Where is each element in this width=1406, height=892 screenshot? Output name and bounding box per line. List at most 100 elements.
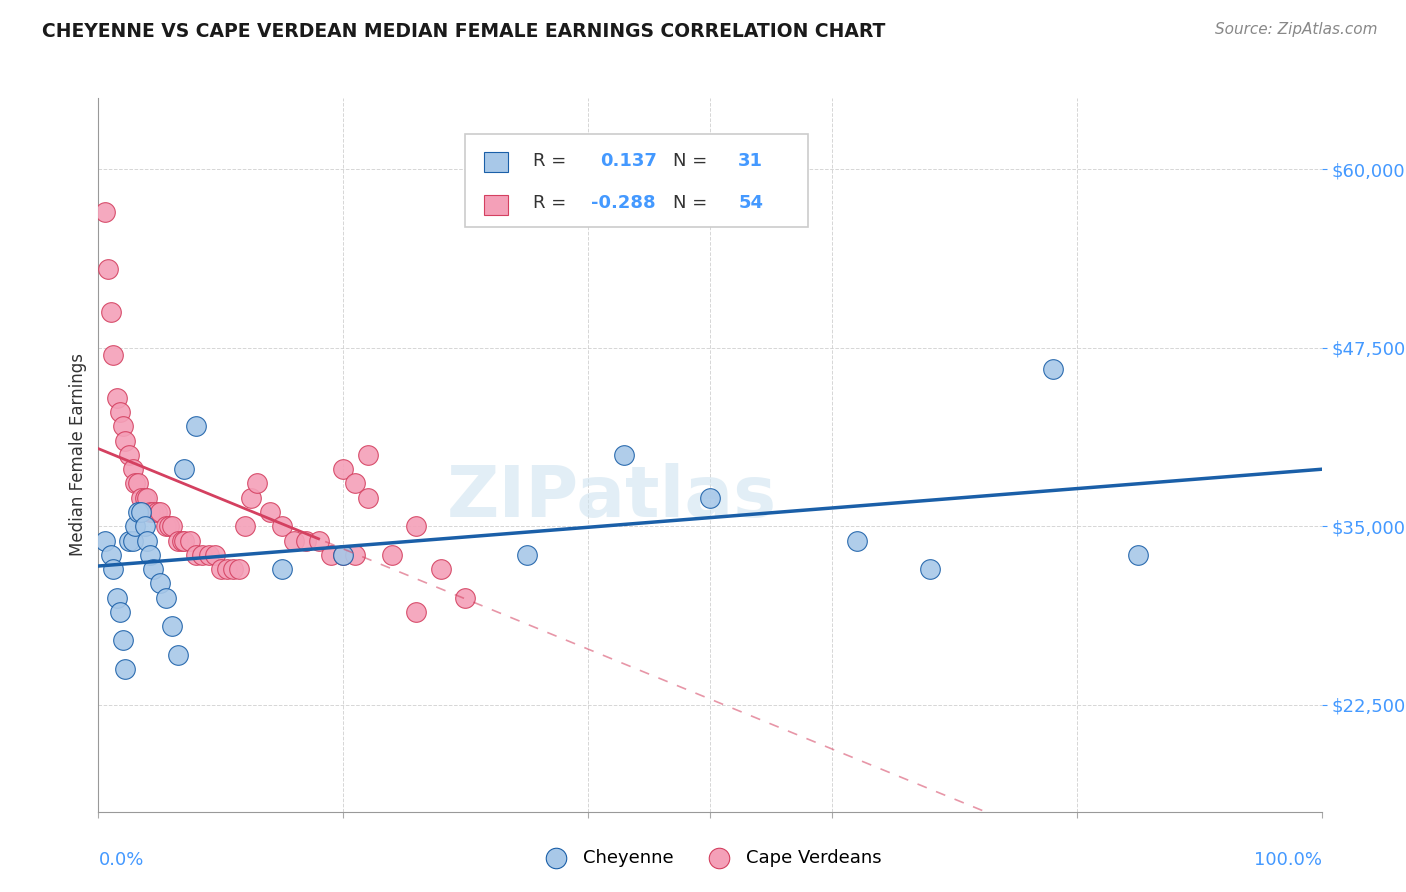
Point	[118, 533, 141, 548]
Point	[295, 533, 318, 548]
Point	[283, 533, 305, 548]
Point	[111, 633, 134, 648]
Point	[97, 262, 120, 277]
Text: 31: 31	[738, 152, 763, 169]
Point	[215, 562, 238, 576]
Point	[1042, 362, 1064, 376]
Point	[209, 562, 232, 576]
Point	[129, 505, 152, 519]
Text: Source: ZipAtlas.com: Source: ZipAtlas.com	[1215, 22, 1378, 37]
Point	[134, 491, 156, 505]
Point	[173, 462, 195, 476]
Point	[114, 662, 136, 676]
Point	[222, 562, 245, 576]
Point	[146, 505, 169, 519]
Legend: Cheyenne, Cape Verdeans: Cheyenne, Cape Verdeans	[531, 842, 889, 874]
Point	[136, 533, 159, 548]
Point	[319, 548, 342, 562]
Point	[139, 505, 162, 519]
Point	[1128, 548, 1150, 562]
Point	[259, 505, 281, 519]
Point	[186, 548, 208, 562]
Text: R =: R =	[533, 152, 565, 169]
Point	[344, 476, 367, 491]
Point	[204, 548, 226, 562]
Point	[845, 533, 868, 548]
Point	[100, 548, 122, 562]
Point	[129, 491, 152, 505]
Point	[105, 591, 128, 605]
Point	[118, 448, 141, 462]
Point	[270, 562, 294, 576]
Point	[139, 548, 162, 562]
Point	[127, 505, 149, 519]
Point	[332, 548, 354, 562]
Point	[136, 491, 159, 505]
Point	[454, 591, 477, 605]
Point	[155, 591, 177, 605]
Point	[430, 562, 453, 576]
Text: CHEYENNE VS CAPE VERDEAN MEDIAN FEMALE EARNINGS CORRELATION CHART: CHEYENNE VS CAPE VERDEAN MEDIAN FEMALE E…	[42, 22, 886, 41]
Point	[699, 491, 721, 505]
Point	[405, 519, 427, 533]
Point	[110, 605, 132, 619]
Point	[246, 476, 269, 491]
Point	[356, 491, 378, 505]
Point	[114, 434, 136, 448]
Point	[381, 548, 404, 562]
Point	[142, 505, 165, 519]
Point	[344, 548, 367, 562]
Point	[157, 519, 180, 533]
Point	[186, 419, 208, 434]
Point	[308, 533, 330, 548]
Point	[233, 519, 256, 533]
Point	[100, 305, 122, 319]
Point	[179, 533, 201, 548]
Point	[134, 519, 156, 533]
Point	[110, 405, 132, 419]
Point	[332, 462, 354, 476]
Point	[101, 348, 124, 362]
FancyBboxPatch shape	[465, 134, 808, 227]
Point	[920, 562, 942, 576]
Point	[270, 519, 294, 533]
Point	[228, 562, 250, 576]
Point	[356, 448, 378, 462]
Point	[124, 476, 146, 491]
Y-axis label: Median Female Earnings: Median Female Earnings	[69, 353, 87, 557]
Point	[142, 562, 165, 576]
Point	[167, 648, 190, 662]
Point	[121, 533, 143, 548]
Point	[405, 605, 427, 619]
Text: 0.137: 0.137	[600, 152, 657, 169]
Text: 54: 54	[738, 194, 763, 212]
Text: N =: N =	[673, 152, 707, 169]
Point	[160, 619, 183, 633]
Point	[93, 205, 115, 219]
Text: 100.0%: 100.0%	[1254, 851, 1322, 869]
Point	[167, 533, 190, 548]
Text: N =: N =	[673, 194, 707, 212]
Point	[613, 448, 636, 462]
Point	[170, 533, 193, 548]
Text: R =: R =	[533, 194, 565, 212]
FancyBboxPatch shape	[484, 152, 508, 172]
Point	[240, 491, 263, 505]
Point	[155, 519, 177, 533]
Point	[101, 562, 124, 576]
Point	[121, 462, 143, 476]
Point	[160, 519, 183, 533]
Point	[515, 548, 537, 562]
Point	[124, 519, 146, 533]
FancyBboxPatch shape	[484, 194, 508, 215]
Point	[332, 548, 354, 562]
Point	[105, 391, 128, 405]
Point	[149, 505, 172, 519]
Point	[197, 548, 219, 562]
Point	[173, 533, 195, 548]
Text: -0.288: -0.288	[592, 194, 657, 212]
Point	[127, 476, 149, 491]
Text: ZIPatlas: ZIPatlas	[447, 463, 778, 533]
Point	[149, 576, 172, 591]
Point	[191, 548, 214, 562]
